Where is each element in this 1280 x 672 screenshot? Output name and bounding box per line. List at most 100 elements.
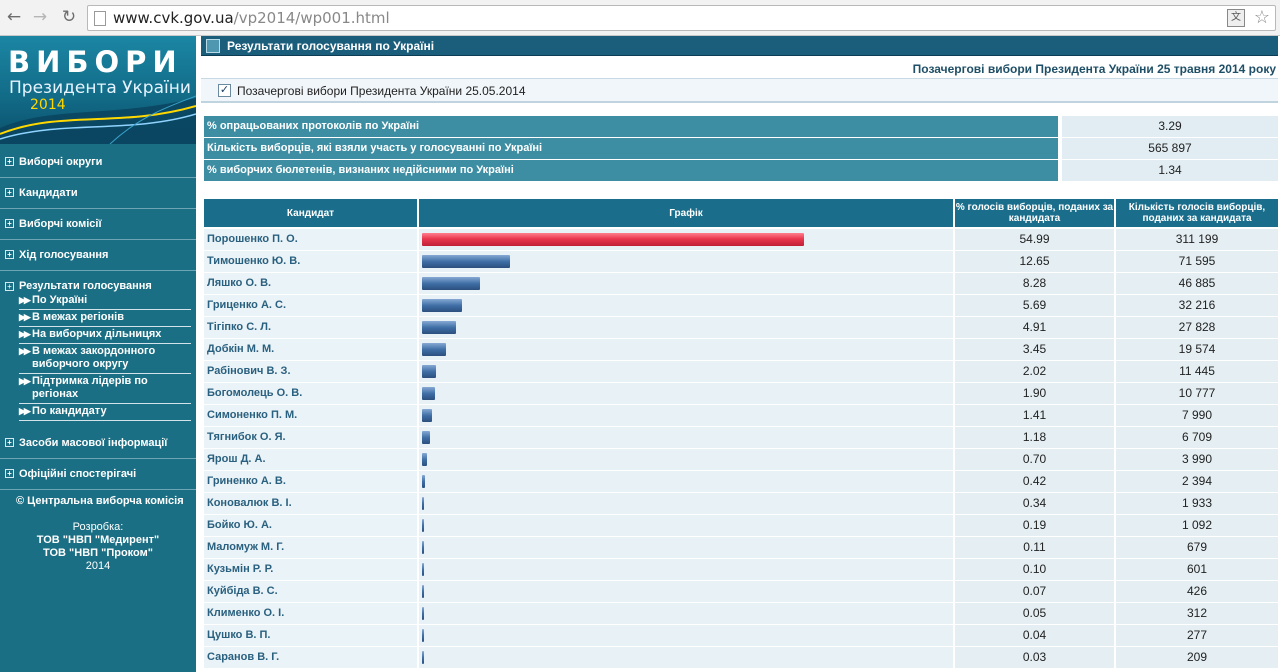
- bar-mark: [422, 497, 424, 510]
- double-arrow-icon: ▶▶: [19, 346, 31, 356]
- sidebar-subitem-ukraine[interactable]: ▶▶ По Україні: [19, 294, 191, 310]
- bar-mark: [422, 519, 424, 532]
- bar-mark: [422, 387, 435, 400]
- candidate-name-link[interactable]: Куйбіда В. С.: [204, 581, 417, 602]
- bar-cell: [419, 559, 953, 580]
- bar-cell: [419, 647, 953, 668]
- bar-cell: [419, 383, 953, 404]
- candidate-name-link[interactable]: Маломуж М. Г.: [204, 537, 417, 558]
- checkbox-checked-icon[interactable]: ✓: [218, 83, 231, 97]
- bar-cell: [419, 449, 953, 470]
- sidebar-item-results[interactable]: Результати голосування: [19, 280, 152, 292]
- candidate-name-link[interactable]: Тігіпко С. Л.: [204, 317, 417, 338]
- sidebar-subitem-foreign-district[interactable]: ▶▶ В межах закордонного виборчого округу: [19, 345, 191, 374]
- bar-mark: [422, 607, 424, 620]
- expand-plus-icon: +: [5, 438, 14, 447]
- table-row: Порошенко П. О. 54.99 311 199: [204, 229, 1278, 250]
- sidebar-subitem-label: Підтримка лідерів по регіонах: [32, 375, 148, 400]
- sidebar-item-districts[interactable]: + Виборчі округи: [0, 148, 196, 178]
- sidebar-item-voting-progress[interactable]: + Хід голосування: [0, 241, 196, 271]
- sidebar-item-media[interactable]: + Засоби масової інформації: [0, 429, 196, 459]
- sidebar-subitem-regions[interactable]: ▶▶ В межах регіонів: [19, 311, 191, 327]
- banner-subtitle: Президента України: [9, 78, 191, 98]
- address-bar[interactable]: www.cvk.gov.ua/vp2014/wp001.html 文 ☆: [87, 5, 1276, 31]
- bar-mark: [422, 585, 424, 598]
- candidate-name-link[interactable]: Цушко В. П.: [204, 625, 417, 646]
- bar-mark: [422, 299, 462, 312]
- sidebar-group-results: + Результати голосування ▶▶ По Україні ▶…: [0, 274, 196, 459]
- translate-icon[interactable]: 文: [1227, 9, 1245, 27]
- candidate-name-link[interactable]: Коновалюк В. І.: [204, 493, 417, 514]
- candidate-name-link[interactable]: Кузьмін Р. Р.: [204, 559, 417, 580]
- candidate-name-link[interactable]: Ярош Д. А.: [204, 449, 417, 470]
- candidate-name-link[interactable]: Гриненко А. В.: [204, 471, 417, 492]
- candidate-name-link[interactable]: Ляшко О. В.: [204, 273, 417, 294]
- percent-value: 0.07: [955, 581, 1114, 602]
- sidebar-subitem-label: На виборчих дільницях: [32, 328, 162, 340]
- votes-value: 1 092: [1116, 515, 1278, 536]
- sidebar-item-candidates[interactable]: + Кандидати: [0, 179, 196, 209]
- sidebar-item-label: Виборчі комісії: [19, 218, 102, 230]
- back-arrow-icon[interactable]: ←: [6, 7, 22, 27]
- bar-mark: [422, 365, 436, 378]
- candidate-name-link[interactable]: Бойко Ю. А.: [204, 515, 417, 536]
- bookmark-star-icon[interactable]: ☆: [1253, 7, 1270, 27]
- double-arrow-icon: ▶▶: [19, 376, 31, 386]
- sidebar-item-label: Виборчі округи: [19, 156, 103, 168]
- table-row: Ярош Д. А. 0.70 3 990: [204, 449, 1278, 470]
- forward-arrow-icon[interactable]: →: [32, 7, 48, 27]
- sidebar-subitem-polling-stations[interactable]: ▶▶ На виборчих дільницях: [19, 328, 191, 344]
- table-header: Кандидат Графік % голосів виборців, пода…: [204, 199, 1278, 227]
- sidebar-item-commissions[interactable]: + Виборчі комісії: [0, 210, 196, 240]
- candidate-name-link[interactable]: Саранов В. Г.: [204, 647, 417, 668]
- percent-value: 5.69: [955, 295, 1114, 316]
- double-arrow-icon: ▶▶: [19, 329, 31, 339]
- election-selector: ✓ Позачергові вибори Президента України …: [201, 78, 1278, 103]
- sidebar-item-label: Кандидати: [19, 187, 78, 199]
- candidate-name-link[interactable]: Гриценко А. С.: [204, 295, 417, 316]
- copyright-text: © Центральна виборча комісія: [16, 495, 184, 507]
- election-selector-label[interactable]: Позачергові вибори Президента України 25…: [237, 84, 526, 98]
- candidate-name-link[interactable]: Порошенко П. О.: [204, 229, 417, 250]
- sidebar-subitem-by-candidate[interactable]: ▶▶ По кандидату: [19, 405, 191, 421]
- percent-value: 0.34: [955, 493, 1114, 514]
- candidate-name-link[interactable]: Богомолець О. В.: [204, 383, 417, 404]
- table-row: Тігіпко С. Л. 4.91 27 828: [204, 317, 1278, 338]
- url-host: www.cvk.gov.ua: [113, 9, 234, 27]
- double-arrow-icon: ▶▶: [19, 295, 31, 305]
- sidebar-subitem-leaders-by-region[interactable]: ▶▶ Підтримка лідерів по регіонах: [19, 375, 191, 404]
- sidebar-item-label: Засоби масової інформації: [19, 437, 168, 449]
- title-square-icon: [206, 39, 220, 53]
- sidebar-subitem-label: По кандидату: [32, 405, 107, 417]
- bar-cell: [419, 471, 953, 492]
- banner-title: ВИБОРИ: [8, 45, 183, 79]
- page-title-bar: Результати голосування по Україні: [201, 36, 1278, 56]
- sidebar-subitem-label: В межах регіонів: [32, 311, 124, 323]
- candidate-name-link[interactable]: Тягнибок О. Я.: [204, 427, 417, 448]
- votes-value: 71 595: [1116, 251, 1278, 272]
- candidate-name-link[interactable]: Добкін М. М.: [204, 339, 417, 360]
- dev-label: Розробка:: [72, 521, 124, 533]
- banner-swoosh-graphic: [0, 95, 196, 144]
- stat-row: % виборчих бюлетенів, визнаних недійсним…: [204, 160, 1278, 181]
- table-row: Маломуж М. Г. 0.11 679: [204, 537, 1278, 558]
- bar-mark: [422, 431, 430, 444]
- candidate-name-link[interactable]: Рабінович В. З.: [204, 361, 417, 382]
- table-row: Симоненко П. М. 1.41 7 990: [204, 405, 1278, 426]
- stat-row: % опрацьованих протоколів по Україні 3.2…: [204, 116, 1278, 137]
- votes-value: 27 828: [1116, 317, 1278, 338]
- sidebar-item-observers[interactable]: + Офіційні спостерігачі: [0, 460, 196, 490]
- elections-banner[interactable]: ВИБОРИ Президента України 2014: [0, 36, 196, 144]
- url-text[interactable]: www.cvk.gov.ua/vp2014/wp001.html: [113, 9, 390, 27]
- bar-mark: [422, 321, 456, 334]
- reload-icon[interactable]: ↻: [61, 7, 77, 27]
- bar-cell: [419, 251, 953, 272]
- sidebar-subitem-label: В межах закордонного виборчого округу: [32, 345, 156, 370]
- candidate-name-link[interactable]: Симоненко П. М.: [204, 405, 417, 426]
- candidate-name-link[interactable]: Тимошенко Ю. В.: [204, 251, 417, 272]
- page-icon: [94, 11, 106, 26]
- bar-cell: [419, 427, 953, 448]
- column-header-votes: Кількість голосів виборців, поданих за к…: [1116, 199, 1278, 227]
- votes-value: 601: [1116, 559, 1278, 580]
- candidate-name-link[interactable]: Клименко О. І.: [204, 603, 417, 624]
